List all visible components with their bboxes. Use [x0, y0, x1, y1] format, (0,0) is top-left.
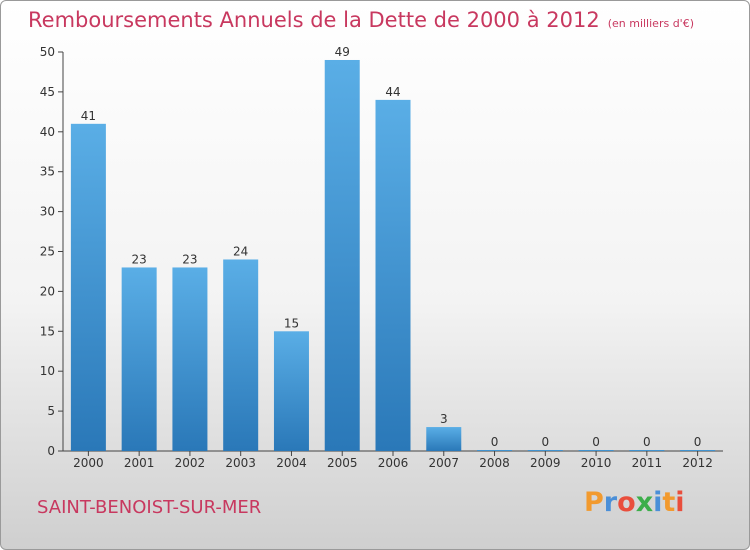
x-tick-label: 2006: [378, 456, 409, 470]
y-tick-label: 40: [40, 125, 55, 139]
logo-letter: P: [584, 487, 604, 518]
bar-2009: [527, 450, 563, 451]
bar-2008: [477, 450, 513, 451]
x-tick-label: 2009: [530, 456, 561, 470]
bar-2005: [324, 59, 360, 451]
chart-title-block: Remboursements Annuels de la Dette de 20…: [28, 8, 694, 32]
proxiti-logo: Proxiti: [584, 487, 685, 518]
logo-letter: o: [617, 487, 636, 518]
bar-value-label: 3: [440, 412, 448, 426]
x-tick-label: 2010: [581, 456, 612, 470]
bar-2004: [273, 331, 309, 451]
x-tick-label: 2005: [327, 456, 358, 470]
bar-value-label: 0: [592, 435, 600, 449]
bar-2012: [680, 450, 716, 451]
logo-letter: i: [675, 487, 685, 518]
bar-2000: [70, 123, 106, 451]
bar-2001: [121, 267, 157, 451]
bar-2003: [223, 259, 259, 451]
bar-value-label: 24: [233, 244, 248, 258]
commune-name: SAINT-BENOIST-SUR-MER: [37, 497, 262, 518]
x-tick-label: 2008: [479, 456, 510, 470]
logo-letter: r: [603, 487, 618, 518]
logo-letter: i: [653, 487, 663, 518]
y-tick-label: 5: [47, 404, 55, 418]
x-tick-label: 2004: [276, 456, 307, 470]
y-tick-label: 35: [40, 165, 55, 179]
bar-value-label: 0: [643, 435, 651, 449]
y-tick-label: 50: [40, 45, 55, 59]
x-tick-label: 2002: [175, 456, 206, 470]
y-tick-label: 45: [40, 85, 55, 99]
bar-value-label: 44: [385, 85, 400, 99]
chart-unit-note: (en milliers d'€): [607, 17, 694, 30]
bar-2006: [375, 99, 411, 451]
bar-2002: [172, 267, 208, 451]
logo-letter: t: [662, 487, 676, 518]
bar-value-label: 15: [284, 316, 299, 330]
logo-letter: x: [635, 487, 654, 518]
bar-value-label: 23: [132, 252, 147, 266]
bar-value-label: 0: [541, 435, 549, 449]
y-tick-label: 20: [40, 284, 55, 298]
y-tick-label: 25: [40, 245, 55, 259]
bar-2010: [578, 450, 614, 451]
bar-value-label: 0: [491, 435, 499, 449]
bar-value-label: 41: [81, 109, 96, 123]
bar-2007: [426, 427, 462, 451]
y-tick-label: 10: [40, 364, 55, 378]
x-tick-label: 2003: [225, 456, 256, 470]
y-tick-label: 15: [40, 324, 55, 338]
x-tick-label: 2001: [124, 456, 155, 470]
chart-title: Remboursements Annuels de la Dette de 20…: [28, 8, 600, 32]
x-tick-label: 2011: [632, 456, 663, 470]
bar-value-label: 49: [335, 45, 350, 59]
y-tick-label: 30: [40, 205, 55, 219]
bar-2011: [629, 450, 665, 451]
x-tick-label: 2000: [73, 456, 104, 470]
bar-value-label: 23: [182, 252, 197, 266]
y-tick-label: 0: [47, 444, 55, 458]
x-tick-label: 2012: [682, 456, 713, 470]
x-tick-label: 2007: [428, 456, 459, 470]
bar-value-label: 0: [694, 435, 702, 449]
